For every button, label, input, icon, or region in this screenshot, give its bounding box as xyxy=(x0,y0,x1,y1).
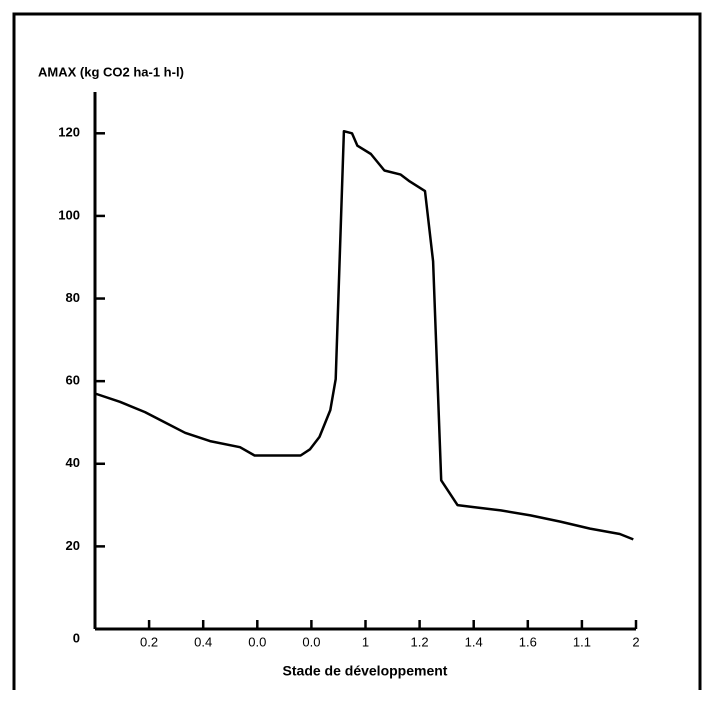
y-tick-label: 120 xyxy=(58,125,80,140)
y-tick-label: 80 xyxy=(66,290,80,305)
x-tick-label: 1.6 xyxy=(519,634,537,649)
x-tick-label: 2 xyxy=(632,634,639,649)
x-tick-label: 0.0 xyxy=(248,634,266,649)
data-line xyxy=(94,129,634,541)
x-tick-label: 1 xyxy=(362,634,369,649)
y-tick-label: 0 xyxy=(73,630,80,645)
y-tick-label: 60 xyxy=(66,373,80,388)
y-tick-label: 100 xyxy=(58,207,80,222)
x-tick-label: 1.2 xyxy=(411,634,429,649)
x-tick-label: 0.4 xyxy=(194,634,212,649)
frame xyxy=(12,12,702,690)
x-axis-label: Stade de développement xyxy=(283,663,448,679)
y-axis-label: AMAX (kg CO2 ha-1 h-l) xyxy=(38,64,184,79)
y-tick-label: 40 xyxy=(66,455,80,470)
y-tick-label: 20 xyxy=(66,538,80,553)
x-tick-label: 1.1 xyxy=(573,634,591,649)
x-tick-label: 0.2 xyxy=(140,634,158,649)
x-tick-label: 1.4 xyxy=(465,634,483,649)
x-tick-label: 0.0 xyxy=(302,634,320,649)
